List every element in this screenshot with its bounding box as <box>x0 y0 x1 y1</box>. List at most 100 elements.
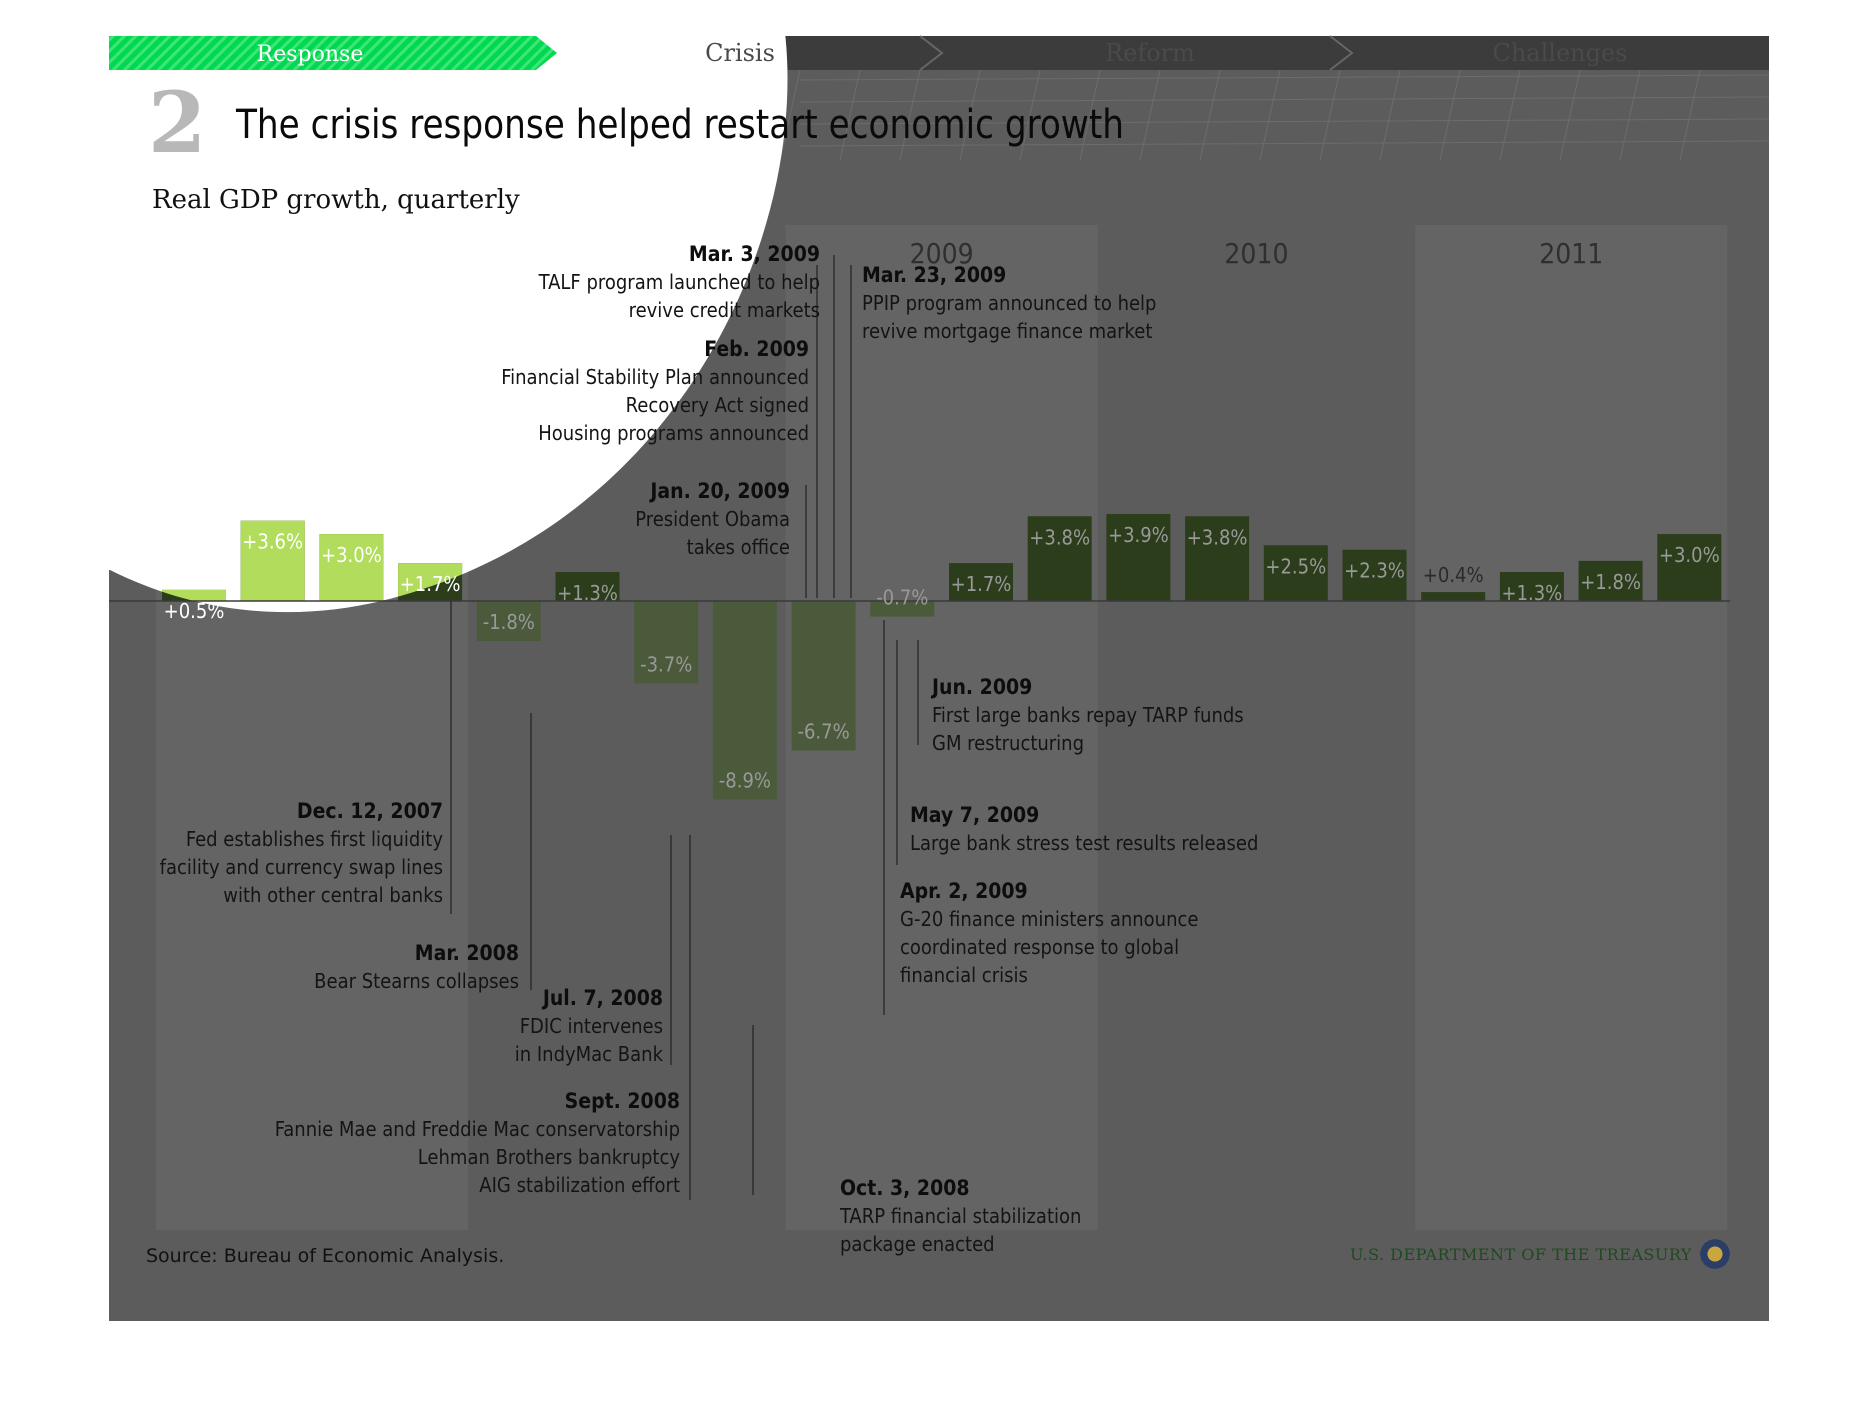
bar-highlight-2007-Q3 <box>319 534 384 601</box>
annotation-text: GM restructuring <box>932 731 1084 755</box>
bar-2010-Q2 <box>1185 516 1250 601</box>
annotation-mar-2008: Mar. 2008 Bear Stearns collapses <box>314 713 532 993</box>
annotation-text: First large banks repay TARP funds <box>932 703 1244 727</box>
year-label-2009: 2009 <box>910 237 974 270</box>
annotation-date: May 7, 2009 <box>910 803 1039 827</box>
annotation-date: Apr. 2, 2009 <box>900 879 1028 903</box>
annotation-text: coordinated response to global <box>900 935 1179 959</box>
page-title: The crisis response helped restart econo… <box>235 102 1124 148</box>
year-band-2011 <box>1415 225 1728 1230</box>
annotation-text: revive mortgage finance market <box>862 319 1152 343</box>
data-label-2009-Q2: -0.7% <box>876 586 928 610</box>
data-label-2011-Q1: +0.4% <box>1423 563 1484 587</box>
data-label-2011-Q2: +1.3% <box>1502 581 1563 605</box>
annotation-text: AIG stabilization effort <box>479 1173 680 1197</box>
data-label-2008-Q1: -1.8% <box>483 610 535 634</box>
year-label-2010: 2010 <box>1224 237 1288 270</box>
annotation-text: with other central banks <box>223 883 443 907</box>
data-label-2008-Q4: -8.9% <box>719 768 771 792</box>
grid-texture-line <box>1199 69 1221 161</box>
annotation-jul-7-2008: Jul. 7, 2008 FDIC intervenes in IndyMac Ba… <box>515 835 672 1066</box>
data-label-2010-Q3: +2.5% <box>1265 554 1326 578</box>
annotation-date: Mar. 2008 <box>415 941 519 965</box>
annotation-text: G-20 finance ministers announce <box>900 907 1198 931</box>
data-label-2008-Q3: -3.7% <box>640 653 692 677</box>
grid-texture-line <box>959 69 981 161</box>
bar-2009-Q4 <box>1027 516 1092 601</box>
annotation-text: President Obama <box>635 507 790 531</box>
annotation-text: revive credit markets <box>629 298 820 322</box>
grid-texture-line <box>839 69 861 161</box>
treasury-wordmark: U.S. DEPARTMENT OF THE TREASURY <box>1350 1245 1692 1264</box>
tab-challenges[interactable]: Challenges <box>1492 39 1628 67</box>
annotation-text: in IndyMac Bank <box>515 1042 664 1066</box>
annotation-date: Mar. 23, 2009 <box>862 263 1006 287</box>
annotation-text: FDIC intervenes <box>520 1014 663 1038</box>
annotation-feb-2009: Feb. 2009 Financial Stability Plan announ… <box>501 265 818 598</box>
grid-texture-line <box>1379 69 1401 161</box>
annotation-dec-12-2007: Dec. 12, 2007 Fed establishes first liqui… <box>160 601 452 914</box>
data-label-2011-Q3: +1.8% <box>1580 570 1641 594</box>
grid-texture-line <box>1019 69 1041 161</box>
grid-texture-line <box>799 118 1770 125</box>
annotation-text: Bear Stearns collapses <box>314 969 519 993</box>
annotation-text: package enacted <box>840 1232 995 1256</box>
bar-highlight-2007-Q2 <box>240 520 305 601</box>
annotation-text: TALF program launched to help <box>538 270 820 294</box>
annotation-date: Jul. 7, 2008 <box>541 986 663 1010</box>
bar-2008-Q1 <box>476 601 541 642</box>
annotation-date: Dec. 12, 2007 <box>297 799 443 823</box>
section-number: 2 <box>148 73 206 172</box>
data-label-2007-Q3: +3.0% <box>321 543 382 567</box>
annotation-date: Jun. 2009 <box>930 675 1032 699</box>
annotation-text: Financial Stability Plan announced <box>501 365 809 389</box>
annotation-oct-3-2008: Oct. 3, 2008 TARP financial stabilization… <box>752 1025 1081 1256</box>
annotation-date: Jan. 20, 2009 <box>648 479 790 503</box>
annotation-text: TARP financial stabilization <box>839 1204 1081 1228</box>
annotation-jun-2009: Jun. 2009 First large banks repay TARP fu… <box>917 640 1244 755</box>
data-label-2009-Q3: +1.7% <box>951 572 1012 596</box>
grid-texture-line <box>1139 69 1161 161</box>
annotation-text: Housing programs announced <box>538 421 809 445</box>
data-label-2008-Q2: +1.3% <box>557 581 618 605</box>
annotation-text: Fed establishes first liquidity <box>186 827 444 851</box>
bar-2009-Q3 <box>949 563 1013 601</box>
tab-crisis[interactable]: Crisis <box>705 39 775 67</box>
treasury-seal-icon <box>1700 1239 1730 1269</box>
annotation-text: facility and currency swap lines <box>160 855 443 879</box>
annotations: Dec. 12, 2007 Fed establishes first liqui… <box>160 242 1259 1256</box>
annotation-jan-20-2009: Jan. 20, 2009 President Obama takes office <box>635 479 807 598</box>
bar-2009-Q1 <box>791 601 856 751</box>
bar-2010-Q1 <box>1106 514 1171 601</box>
grid-texture-line <box>1319 69 1341 161</box>
grid-texture-line <box>1619 69 1641 161</box>
bar-2008-Q3 <box>634 601 699 684</box>
annotation-mar-23-2009: Mar. 23, 2009 PPIP program announced to h… <box>850 263 1156 598</box>
data-label-2007-Q4: +1.7% <box>400 572 461 596</box>
data-label-2009-Q1: -6.7% <box>797 719 849 743</box>
grid-texture-line <box>799 140 1770 147</box>
grid-texture-line <box>1499 69 1521 161</box>
bar-highlight-2007-Q1 <box>162 589 226 601</box>
annotation-date: Mar. 3, 2009 <box>689 242 820 266</box>
data-label-2010-Q2: +3.8% <box>1187 525 1248 549</box>
bar-2009-Q2 <box>870 601 935 617</box>
grid-texture-line <box>1559 69 1581 161</box>
annotation-text: Lehman Brothers bankruptcy <box>418 1145 681 1169</box>
source-note: Source: Bureau of Economic Analysis. <box>146 1245 505 1267</box>
bar-2011-Q1 <box>1421 592 1486 601</box>
annotation-text: financial crisis <box>900 963 1028 987</box>
grid-texture-line <box>1259 69 1281 161</box>
grid-texture-line <box>799 74 1770 81</box>
grid-texture <box>779 69 1770 161</box>
annotation-date: Feb. 2009 <box>704 337 809 361</box>
bar-2008-Q2 <box>555 572 620 601</box>
tab-response-shape <box>109 36 557 70</box>
grid-texture-line <box>1679 69 1701 161</box>
bar-2008-Q4 <box>712 601 777 800</box>
tab-reform[interactable]: Reform <box>1105 39 1195 67</box>
data-label-2010-Q4: +2.3% <box>1344 559 1405 583</box>
grid-texture-line <box>779 69 801 161</box>
data-label-2011-Q4: +3.0% <box>1659 543 1720 567</box>
tab-response[interactable]: Response <box>257 42 364 67</box>
